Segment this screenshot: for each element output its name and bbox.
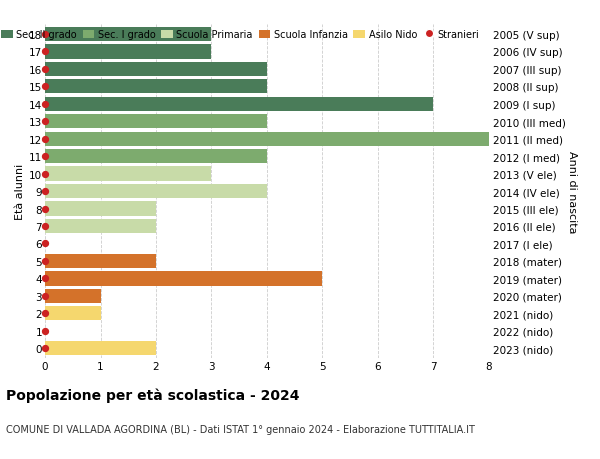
Bar: [45, 115, 267, 129]
Point: [40, 327, 50, 335]
Point: [40, 49, 50, 56]
Y-axis label: Età alunni: Età alunni: [15, 163, 25, 220]
Bar: [45, 185, 267, 199]
Bar: [45, 62, 267, 77]
Bar: [45, 219, 156, 234]
Point: [40, 118, 50, 126]
Point: [40, 136, 50, 143]
Bar: [45, 80, 267, 94]
Bar: [45, 150, 267, 164]
Point: [40, 257, 50, 265]
Point: [40, 240, 50, 247]
Bar: [45, 45, 211, 59]
Point: [40, 171, 50, 178]
Point: [40, 345, 50, 352]
Bar: [45, 167, 211, 181]
Point: [40, 205, 50, 213]
Point: [40, 31, 50, 39]
Point: [40, 153, 50, 161]
Point: [40, 223, 50, 230]
Legend: Sec. II grado, Sec. I grado, Scuola Primaria, Scuola Infanzia, Asilo Nido, Stran: Sec. II grado, Sec. I grado, Scuola Prim…: [1, 30, 479, 40]
Point: [40, 292, 50, 300]
Bar: [45, 97, 433, 112]
Text: Popolazione per età scolastica - 2024: Popolazione per età scolastica - 2024: [6, 388, 299, 403]
Y-axis label: Anni di nascita: Anni di nascita: [567, 151, 577, 233]
Text: COMUNE DI VALLADA AGORDINA (BL) - Dati ISTAT 1° gennaio 2024 - Elaborazione TUTT: COMUNE DI VALLADA AGORDINA (BL) - Dati I…: [6, 425, 475, 435]
Bar: [45, 272, 323, 286]
Bar: [45, 132, 489, 146]
Bar: [45, 202, 156, 216]
Bar: [45, 254, 156, 269]
Point: [40, 310, 50, 317]
Bar: [45, 341, 156, 356]
Point: [40, 188, 50, 196]
Bar: [45, 307, 101, 321]
Point: [40, 101, 50, 108]
Point: [40, 84, 50, 91]
Bar: [45, 28, 211, 42]
Point: [40, 275, 50, 282]
Point: [40, 66, 50, 73]
Bar: [45, 289, 101, 303]
